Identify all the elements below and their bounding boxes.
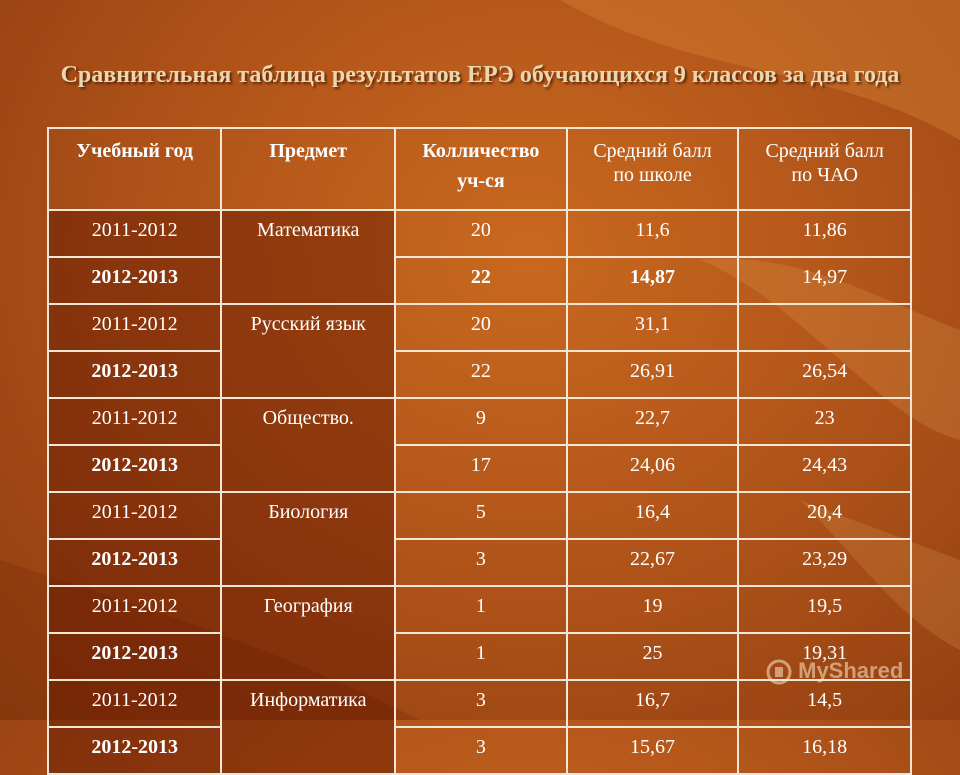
region-avg-cell: 23 xyxy=(737,397,912,446)
region-avg-cell: 11,86 xyxy=(737,209,912,258)
table-row: 2012-2013 1 25 19,31 xyxy=(46,632,912,681)
school-avg-cell: 25 xyxy=(565,632,740,681)
region-avg-cell: 20,4 xyxy=(737,491,912,540)
header-count-line2: уч-ся xyxy=(457,170,505,192)
region-avg-cell: 19,5 xyxy=(737,585,912,634)
year-cell: 2011-2012 xyxy=(46,397,223,446)
count-cell: 22 xyxy=(394,256,568,305)
count-cell: 3 xyxy=(394,538,568,587)
table-body: 2011-2012 Математика 20 11,6 11,86 2012-2013 2… xyxy=(46,209,912,775)
count-cell: 3 xyxy=(394,726,568,775)
table-row: 2011-2012 Общество. 9 22,7 23 xyxy=(46,397,912,493)
school-avg-cell: 24,06 xyxy=(565,444,740,493)
table-row: 2011-2012 Русский язык 20 31,1 xyxy=(46,303,912,399)
school-avg-cell: 14,87 xyxy=(565,256,740,305)
school-avg-cell: 31,1 xyxy=(565,303,740,352)
subject-cell: Информатика xyxy=(220,679,397,775)
header-school-avg-text: Средний балл по школе xyxy=(593,140,712,186)
subject-cell: География xyxy=(220,585,397,681)
region-avg-cell: 24,43 xyxy=(737,444,912,493)
subject-cell: Биология xyxy=(220,491,397,587)
year-cell: 2012-2013 xyxy=(46,632,223,681)
header-count-line1: Колличество xyxy=(422,140,540,162)
region-avg-cell xyxy=(737,303,912,352)
table-row: 2011-2012 Биология 5 16,4 20,4 xyxy=(46,491,912,587)
year-cell: 2011-2012 xyxy=(46,303,223,352)
table-row: 2012-2013 3 15,67 16,18 xyxy=(46,726,912,775)
count-cell: 9 xyxy=(394,397,568,446)
page-title: Сравнительная таблица результатов ЕРЭ об… xyxy=(60,62,900,88)
school-avg-cell: 16,4 xyxy=(565,491,740,540)
header-subject: Предмет xyxy=(220,127,397,211)
count-cell: 20 xyxy=(394,209,568,258)
header-region-avg-text: Средний балл по ЧАО xyxy=(765,140,884,186)
count-cell: 5 xyxy=(394,491,568,540)
subject-cell: Русский язык xyxy=(220,303,397,399)
count-cell: 1 xyxy=(394,585,568,634)
year-cell: 2011-2012 xyxy=(46,209,223,258)
table-row: 2012-2013 17 24,06 24,43 xyxy=(46,444,912,493)
school-avg-cell: 11,6 xyxy=(565,209,740,258)
school-avg-cell: 15,67 xyxy=(565,726,740,775)
school-avg-cell: 26,91 xyxy=(565,350,740,399)
year-cell: 2012-2013 xyxy=(46,444,223,493)
watermark: MyShared xyxy=(766,658,903,685)
watermark-text: MyShared xyxy=(798,658,904,683)
year-cell: 2012-2013 xyxy=(46,256,223,305)
year-cell: 2011-2012 xyxy=(46,491,223,540)
region-avg-cell: 26,54 xyxy=(737,350,912,399)
school-avg-cell: 22,67 xyxy=(565,538,740,587)
year-cell: 2012-2013 xyxy=(46,350,223,399)
school-avg-cell: 22,7 xyxy=(565,397,740,446)
region-avg-cell: 16,18 xyxy=(737,726,912,775)
count-cell: 17 xyxy=(394,444,568,493)
region-avg-cell: 14,97 xyxy=(737,256,912,305)
count-cell: 1 xyxy=(394,632,568,681)
region-avg-cell: 23,29 xyxy=(737,538,912,587)
myshared-logo-icon xyxy=(766,659,792,685)
school-avg-cell: 19 xyxy=(565,585,740,634)
table-row: 2011-2012 Математика 20 11,6 11,86 xyxy=(46,209,912,305)
header-count: Колличество уч-ся xyxy=(394,127,568,211)
results-table: Учебный год Предмет Колличество уч-ся Ср… xyxy=(46,127,912,775)
year-cell: 2012-2013 xyxy=(46,538,223,587)
table-row: 2012-2013 22 26,91 26,54 xyxy=(46,350,912,399)
count-cell: 20 xyxy=(394,303,568,352)
count-cell: 22 xyxy=(394,350,568,399)
table-row: 2012-2013 22 14,87 14,97 xyxy=(46,256,912,305)
header-school-avg: Средний балл по школе xyxy=(565,127,740,211)
subject-cell: Математика xyxy=(220,209,397,305)
year-cell: 2012-2013 xyxy=(46,726,223,775)
header-year: Учебный год xyxy=(46,127,223,211)
header-row: Учебный год Предмет Колличество уч-ся Ср… xyxy=(46,127,912,211)
table-row: 2011-2012 География 1 19 19,5 xyxy=(46,585,912,681)
region-avg-cell: 19,31 xyxy=(737,632,912,681)
year-cell: 2011-2012 xyxy=(46,585,223,634)
header-region-avg: Средний балл по ЧАО xyxy=(737,127,912,211)
table-row: 2012-2013 3 22,67 23,29 xyxy=(46,538,912,587)
subject-cell: Общество. xyxy=(220,397,397,493)
